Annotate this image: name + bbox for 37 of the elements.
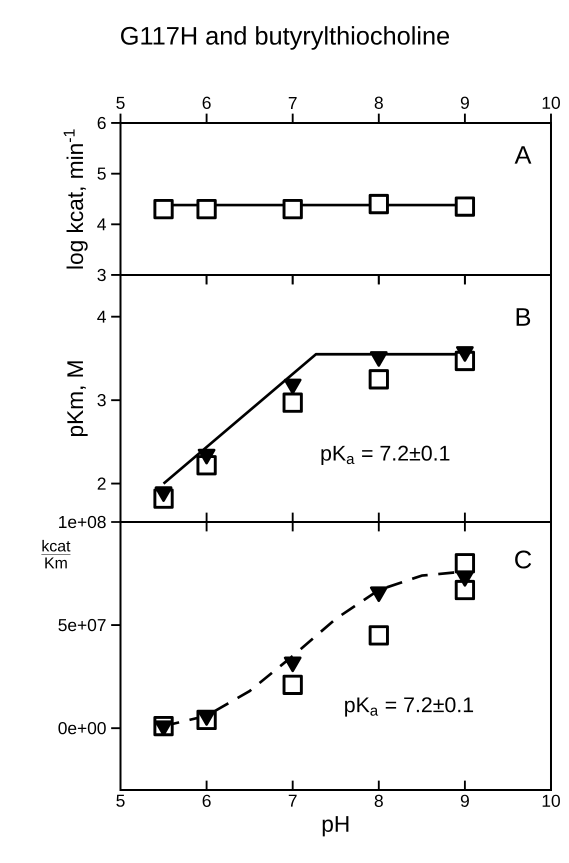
x-tick-label: 7 [288, 794, 297, 807]
y-axis-title: $\frac{\mathrm{kcat}}{\mathrm{Km}}$ [41, 540, 70, 568]
y-tick-label: 5 [98, 168, 106, 180]
x-tick-label: 10 [542, 96, 560, 109]
annotation: pK$_{a}$ = 7.2±0.1 [321, 446, 450, 465]
x-tick-label: 8 [374, 96, 383, 109]
point [282, 392, 303, 413]
point [456, 346, 474, 362]
y-tick-label: 2 [98, 478, 106, 490]
y-tick-label: 3 [97, 394, 106, 406]
annotation: C [515, 550, 532, 568]
point [370, 351, 388, 367]
y-tick-label: 5e+07 [58, 618, 106, 632]
y-tick-label: 0e+00 [58, 722, 106, 734]
x-tick-label: 5 [116, 794, 125, 807]
x-tick-label: 9 [460, 96, 469, 109]
y-axis-title: log kcat, min$^{-1}$ [64, 129, 88, 268]
chart-title: G117H and butyrylthiocholine [121, 26, 450, 50]
x-tick-label: 7 [288, 97, 297, 109]
x-tick-label: 6 [202, 96, 211, 109]
y-tick-label: 1e+08 [59, 516, 106, 528]
x-tick-label: 10 [542, 794, 560, 807]
x-tick-label: 8 [374, 794, 383, 807]
y-tick-label: 4 [97, 218, 106, 230]
y-tick-label: 3 [97, 268, 106, 282]
y-tick-label: 4 [97, 310, 106, 323]
x-tick-label: 5 [116, 96, 125, 109]
x-axis-title: pH [322, 816, 348, 836]
point [198, 448, 216, 464]
x-tick-label: 9 [460, 794, 469, 807]
x-tick-label: 6 [202, 794, 211, 807]
annotation: A [514, 146, 532, 164]
y-tick-label: 6 [98, 116, 106, 130]
annotation: pK$_{a}$ = 7.2±0.1 [345, 697, 474, 717]
point [284, 378, 302, 394]
y-axis-title: pKm, M [67, 361, 88, 436]
annotation: B [516, 308, 530, 326]
